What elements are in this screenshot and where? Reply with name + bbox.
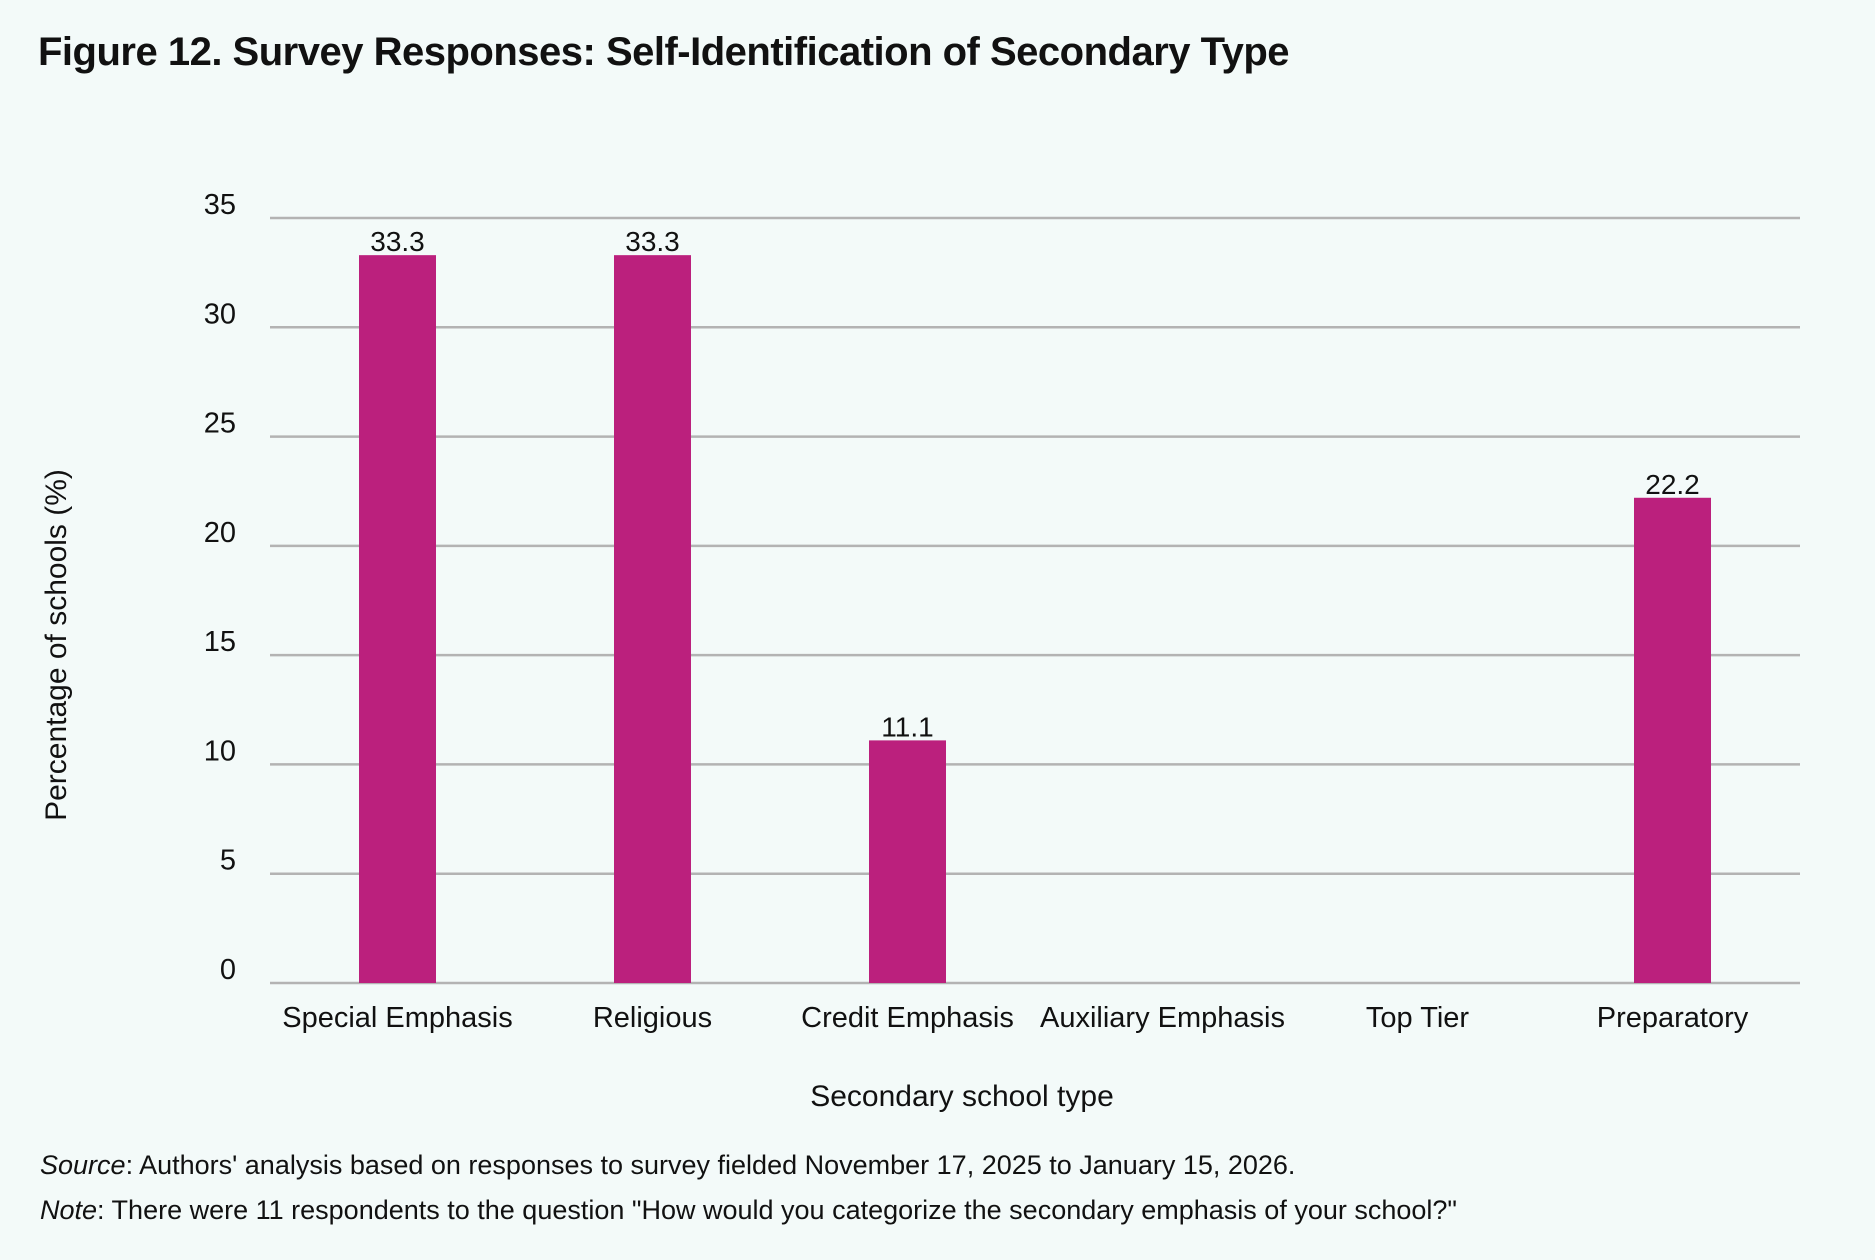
x-tick-label: Special Emphasis	[282, 1002, 513, 1034]
y-tick-label: 5	[220, 845, 236, 877]
y-axis-ticks: 0 5 10 15 20 25 30 35	[204, 189, 236, 986]
x-tick-label: Auxiliary Emphasis	[1040, 1002, 1285, 1034]
bar-chart: 0 5 10 15 20 25 30 35 33.3 33.3 11.1 22.2 Special …	[40, 189, 1800, 1113]
data-label: 33.3	[625, 226, 680, 257]
chart-title: Figure 12. Survey Responses: Self-Identi…	[38, 30, 1290, 74]
source-text: : Authors' analysis based on responses t…	[125, 1150, 1296, 1180]
x-tick-label: Preparatory	[1597, 1002, 1749, 1034]
bar	[1634, 497, 1711, 983]
y-tick-label: 30	[204, 298, 236, 330]
bar	[614, 255, 691, 983]
bars	[359, 255, 1711, 983]
y-tick-label: 10	[204, 735, 236, 767]
x-axis-label: Secondary school type	[810, 1080, 1114, 1113]
y-axis-label: Percentage of schools (%)	[40, 469, 73, 821]
x-tick-label: Credit Emphasis	[801, 1002, 1014, 1034]
y-tick-label: 35	[204, 189, 236, 221]
source-label: Source	[40, 1150, 126, 1180]
note-line: Note: There were 11 respondents to the q…	[40, 1188, 1457, 1233]
bar	[359, 255, 436, 983]
data-label: 11.1	[881, 711, 933, 742]
y-tick-label: 20	[204, 517, 236, 549]
data-label: 33.3	[370, 226, 425, 257]
data-label: 22.2	[1645, 469, 1700, 500]
chart-notes: Source: Authors' analysis based on respo…	[40, 1143, 1457, 1233]
gridlines	[270, 216, 1800, 985]
x-axis-ticks: Special Emphasis Religious Credit Emphasis…	[282, 1002, 1749, 1034]
bar	[869, 740, 946, 983]
data-labels: 33.3 33.3 11.1 22.2	[370, 226, 1700, 742]
y-tick-label: 25	[204, 408, 236, 440]
x-tick-label: Top Tier	[1366, 1002, 1469, 1034]
x-tick-label: Religious	[593, 1002, 712, 1034]
note-text: : There were 11 respondents to the quest…	[97, 1195, 1458, 1225]
y-tick-label: 0	[220, 954, 236, 986]
y-tick-label: 15	[204, 626, 236, 658]
source-line: Source: Authors' analysis based on respo…	[40, 1143, 1457, 1188]
note-label: Note	[40, 1195, 98, 1225]
